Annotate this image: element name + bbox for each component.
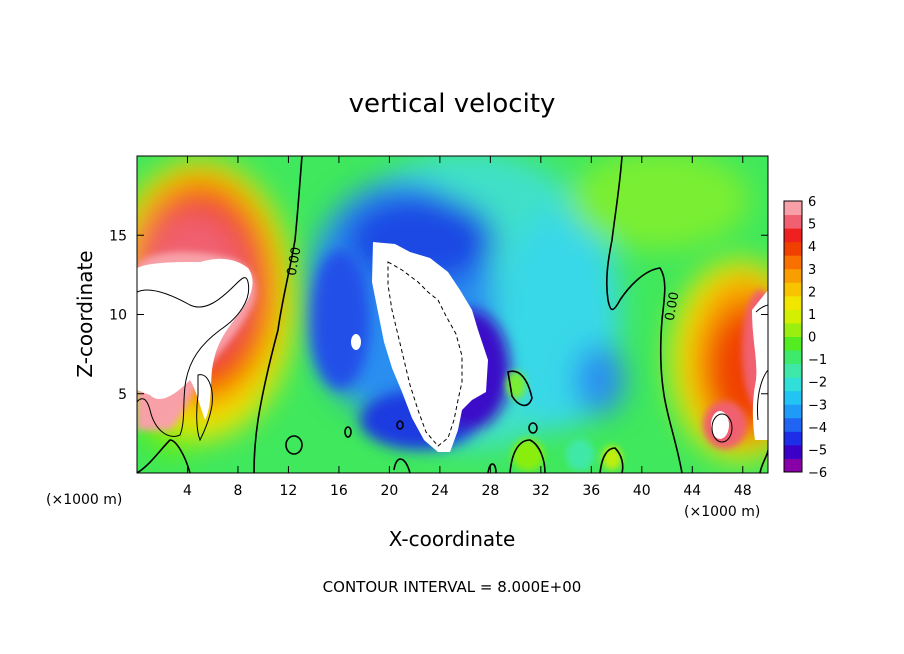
- y-tick-label: 5: [118, 387, 127, 403]
- colorbar-tick-label: 2: [808, 285, 816, 300]
- colorbar-swatch: [784, 201, 802, 216]
- colorbar-swatch: [784, 417, 802, 432]
- x-tick-label: 44: [683, 483, 701, 499]
- y-axis-label: Z-coordinate: [73, 250, 97, 377]
- y-tick-label: 15: [109, 228, 127, 244]
- colorbar-swatch: [784, 363, 802, 378]
- colorbar-tick-label: −2: [808, 376, 827, 391]
- colorbar-swatch: [784, 309, 802, 324]
- colorbar-tick-label: −4: [808, 421, 827, 436]
- x-tick-label: 12: [280, 483, 298, 499]
- x-unit-right: (×1000 m): [684, 504, 760, 520]
- colorbar-swatch: [784, 322, 802, 337]
- colorbar-swatch: [784, 336, 802, 351]
- colorbar-swatch: [784, 295, 802, 310]
- colorbar-tick-label: 3: [808, 263, 816, 278]
- colorbar-tick-label: −5: [808, 443, 827, 458]
- x-tick-label: 28: [481, 483, 499, 499]
- colorbar-swatch: [784, 458, 802, 473]
- x-tick-label: 40: [633, 483, 651, 499]
- colorbar-tick-label: 5: [808, 218, 816, 233]
- x-tick-label: 48: [734, 483, 752, 499]
- colorbar-tick-label: −3: [808, 398, 827, 413]
- colorbar-tick-label: −6: [808, 466, 827, 481]
- x-tick-label: 16: [330, 483, 348, 499]
- colorbar-tick-label: −1: [808, 353, 827, 368]
- contour-label-right: 0.00: [663, 291, 683, 322]
- colorbar-swatch: [784, 241, 802, 256]
- y-tick-label: 10: [109, 308, 127, 324]
- colorbar-swatch: [784, 404, 802, 419]
- x-tick-label: 8: [233, 483, 242, 499]
- y-axis-ticks: 5 10 15: [109, 228, 768, 403]
- heatmap-field: 0.00 0.00: [137, 156, 768, 473]
- colorbar-swatch: [784, 350, 802, 365]
- x-tick-label: 20: [380, 483, 398, 499]
- colorbar-swatch: [784, 390, 802, 405]
- x-tick-label: 32: [532, 483, 550, 499]
- colorbar-swatch: [784, 377, 802, 392]
- colorbar-tick-label: 0: [808, 331, 816, 346]
- colorbar-swatch: [784, 282, 802, 297]
- colorbar-swatch: [784, 431, 802, 446]
- colorbar-tick-label: 1: [808, 308, 816, 323]
- colorbar-swatch: [784, 214, 802, 229]
- colorbar-tick-label: 4: [808, 240, 816, 255]
- colorbar-tick-label: 6: [808, 195, 816, 210]
- x-axis-label: X-coordinate: [389, 527, 516, 551]
- colorbar: 6 5 4 3 2 1 0 −1 −2 −3 −4 −5 −6: [783, 195, 827, 481]
- x-tick-label: 24: [431, 483, 449, 499]
- colorbar-swatch: [784, 255, 802, 270]
- colorbar-swatch: [784, 444, 802, 459]
- x-tick-label: 4: [183, 483, 192, 499]
- colorbar-swatch: [784, 268, 802, 283]
- x-axis-ticks: 4 8 12 16 20 24 28 32 36 40 44 48: [183, 156, 752, 499]
- chart-title: vertical velocity: [349, 89, 556, 119]
- colorbar-swatch: [784, 228, 802, 243]
- x-unit-left: (×1000 m): [46, 492, 122, 508]
- x-tick-label: 36: [582, 483, 600, 499]
- colorbar-frame: [783, 200, 803, 473]
- contour-label-left: 0.00: [285, 246, 305, 277]
- contour-interval-note: CONTOUR INTERVAL = 8.000E+00: [323, 578, 582, 596]
